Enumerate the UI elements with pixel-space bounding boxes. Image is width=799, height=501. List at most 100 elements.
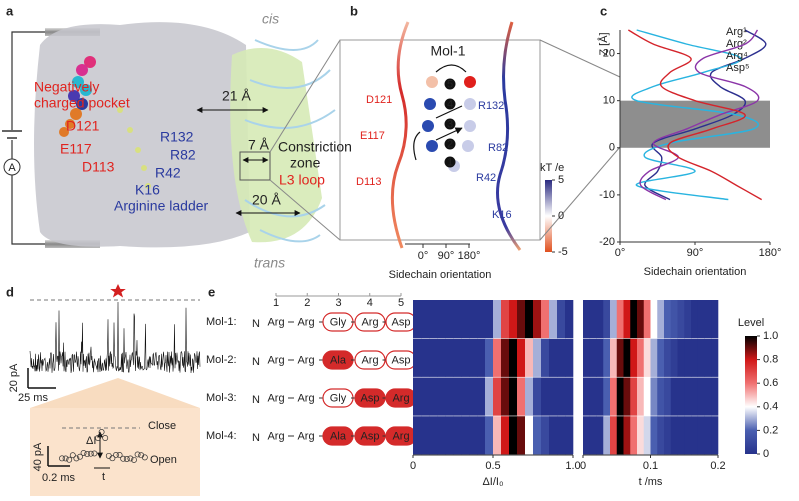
residue-label: R42 — [476, 172, 496, 184]
heat-cell — [697, 338, 705, 377]
y-tick-label: -10 — [599, 189, 615, 201]
inset-sample — [116, 452, 123, 458]
heat-cell — [509, 416, 518, 455]
heat-cell — [684, 300, 692, 339]
heat-cell — [493, 377, 502, 416]
event-star — [110, 284, 126, 298]
heat-cell — [429, 377, 438, 416]
residue: Arg — [267, 316, 284, 328]
constriction-label: zone — [290, 155, 321, 171]
panel-letter: b — [350, 3, 358, 18]
x-tick-label: 0.2 — [710, 460, 725, 472]
residue: Arg — [297, 316, 314, 328]
colorbar-tick-label: 5 — [558, 174, 564, 186]
legend-entry: Arg⁴ — [726, 50, 748, 62]
residue: Gly — [330, 392, 347, 404]
inset-sample — [109, 455, 116, 462]
y-tick-label: -20 — [599, 236, 615, 248]
pocket-label: Negatively — [34, 79, 99, 95]
heat-cell — [549, 338, 558, 377]
heat-cell — [549, 377, 558, 416]
heat-cell — [643, 377, 651, 416]
ladder-atoms — [117, 107, 151, 189]
x-tick-label: 0.1 — [643, 460, 658, 472]
x-axis-title: Sidechain orientation — [644, 266, 747, 278]
heat-cell — [493, 300, 502, 339]
pore — [230, 47, 322, 243]
panel-letter: c — [600, 3, 607, 18]
heat-cell — [589, 300, 597, 339]
panel-b-art — [339, 21, 621, 252]
heat-cell — [549, 300, 558, 339]
heat-cell — [477, 300, 486, 339]
shaded-band — [620, 100, 770, 148]
heat-cell — [684, 338, 692, 377]
heat-cell — [517, 377, 526, 416]
scale-label: 0.2 ms — [42, 472, 76, 484]
colorbar-tick-label: 0 — [763, 448, 769, 460]
heat-cell — [533, 377, 542, 416]
heat-cell — [437, 338, 446, 377]
colorbar-title: kT /e — [540, 162, 564, 174]
heat-cell — [583, 377, 591, 416]
scale-label: 20 pA — [8, 363, 20, 392]
y-tick-label: 20 — [603, 47, 615, 59]
heat-cell — [670, 416, 678, 455]
heat-cell — [453, 338, 462, 377]
inset-sample — [66, 456, 73, 463]
heat-cell — [477, 338, 486, 377]
heat-cell — [664, 300, 672, 339]
heat-cell — [603, 416, 611, 455]
heat-cell — [650, 377, 658, 416]
colorbar-tick-label: 1.0 — [763, 330, 778, 342]
heat-cell — [610, 338, 618, 377]
heat-cell — [461, 377, 470, 416]
scale-label: 40 pA — [32, 442, 44, 471]
inset-sample — [87, 450, 94, 457]
heat-cell — [589, 416, 597, 455]
kt-colorbar — [545, 180, 552, 252]
heat-cell — [630, 300, 638, 339]
residue-badge — [444, 98, 456, 110]
heat-cell — [623, 338, 631, 377]
heat-cell — [565, 377, 574, 416]
zoom-line — [539, 39, 621, 78]
heat-cell — [453, 416, 462, 455]
heat-cell — [637, 338, 645, 377]
residue-label: D113 — [356, 176, 381, 188]
residue: Arg — [297, 392, 314, 404]
heat-cell — [650, 416, 658, 455]
heat-cell — [429, 300, 438, 339]
y-tick-label: 10 — [603, 95, 615, 107]
residue-number: 1 — [447, 156, 453, 168]
heat-cell — [421, 300, 430, 339]
heat-cell — [711, 416, 719, 455]
colorbar-title: Level — [738, 317, 764, 329]
residue: Arg — [267, 354, 284, 366]
zoom-frame — [339, 39, 541, 241]
inset-sample — [141, 454, 148, 461]
delta-label: ΔI — [86, 435, 96, 447]
dimension-label: 20 Å — [252, 192, 281, 208]
series-line — [639, 29, 760, 201]
ruler-label: 4 — [367, 297, 373, 309]
scale-label: 25 ms — [18, 392, 48, 404]
heat-cell — [691, 377, 699, 416]
residue-label: R82 — [488, 142, 508, 154]
residue: Arg — [297, 430, 314, 442]
heat-cell — [517, 416, 526, 455]
heat-cell — [610, 300, 618, 339]
heat-cell — [541, 300, 550, 339]
heat-cell — [469, 416, 478, 455]
series-line — [631, 29, 759, 201]
heat-cell — [691, 416, 699, 455]
heat-cell — [485, 416, 494, 455]
y-axis-title: Z [Å] — [597, 32, 610, 55]
residue-badge — [444, 118, 456, 130]
residue-label: R82 — [170, 147, 196, 163]
loop-label: L3 loop — [279, 172, 325, 188]
legend-entry: Asp⁵ — [726, 62, 750, 74]
heat-cell — [421, 416, 430, 455]
heat-cell — [610, 377, 618, 416]
